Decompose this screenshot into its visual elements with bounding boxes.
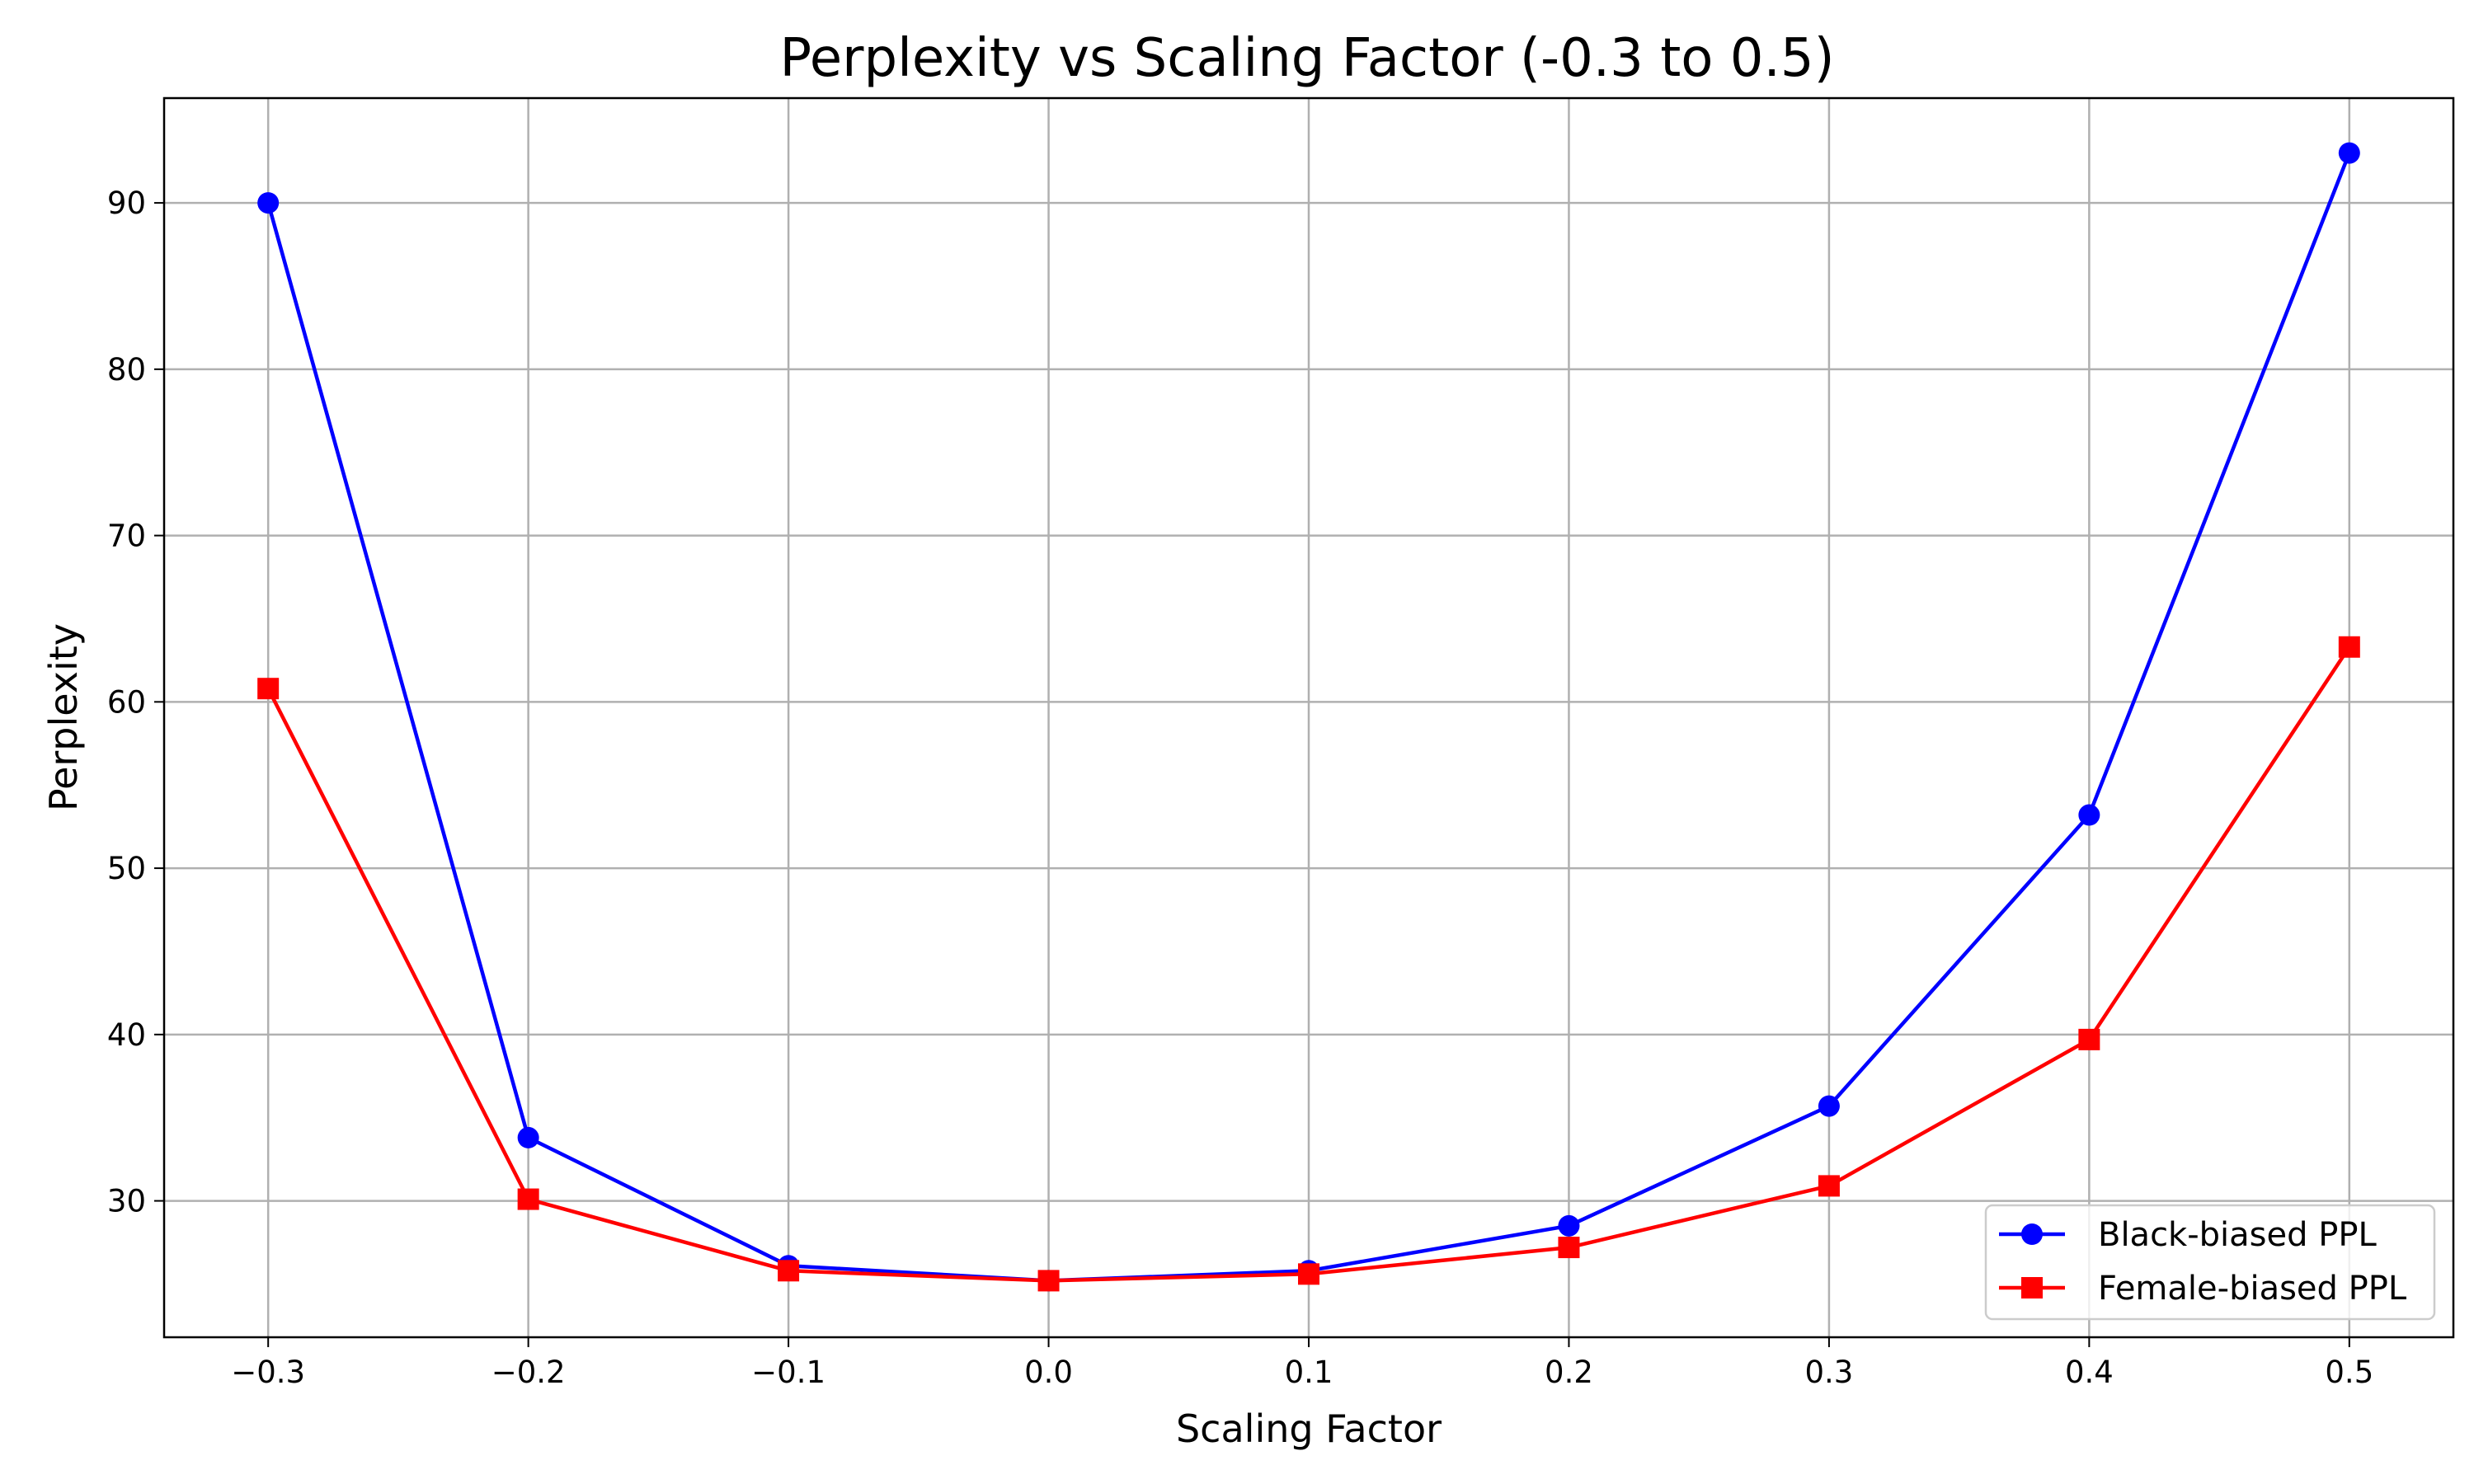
data-point-square (1037, 1270, 1060, 1292)
x-tick-label: 0.1 (1285, 1355, 1333, 1390)
data-point-circle (257, 192, 280, 214)
data-point-square (257, 678, 280, 700)
y-axis-label: Perplexity (41, 623, 86, 811)
x-tick-label: 0.3 (1804, 1355, 1853, 1390)
x-tick-label: −0.1 (751, 1355, 825, 1390)
grid (164, 98, 2453, 1337)
data-point-square (1558, 1237, 1580, 1259)
data-point-circle (2338, 142, 2360, 164)
data-point-square (517, 1188, 539, 1210)
series-layer (257, 142, 2360, 1292)
legend-label-female-biased: Female-biased PPL (2098, 1270, 2407, 1308)
legend-marker-black-biased (2021, 1223, 2043, 1245)
x-tick-label: −0.2 (492, 1355, 566, 1390)
data-point-circle (517, 1126, 539, 1148)
data-point-square (778, 1260, 800, 1282)
ticks: −0.3 −0.2 −0.1 0.0 0.1 0.2 0.3 0.4 0.5 30 40 50 60 70… (107, 186, 2373, 1390)
x-tick-label: 0.5 (2325, 1355, 2373, 1390)
x-axis-label: Scaling Factor (1176, 1407, 1442, 1451)
chart-title: Perplexity vs Scaling Factor (-0.3 to 0.… (779, 28, 1834, 89)
y-tick-label: 60 (107, 684, 146, 720)
x-tick-label: 0.2 (1545, 1355, 1593, 1390)
y-tick-label: 70 (107, 519, 146, 554)
legend-box (1984, 1204, 2436, 1321)
data-point-square (2338, 636, 2360, 658)
data-point-square (1298, 1263, 1319, 1285)
x-tick-label: −0.3 (231, 1355, 305, 1390)
data-point-square (1818, 1175, 1840, 1197)
y-tick-label: 90 (107, 186, 146, 221)
legend: Black-biased PPL Female-biased PPL (1984, 1204, 2436, 1321)
x-tick-label: 0.0 (1024, 1355, 1073, 1390)
data-point-circle (2078, 804, 2100, 826)
y-tick-label: 40 (107, 1017, 146, 1053)
y-tick-label: 30 (107, 1184, 146, 1219)
data-point-circle (1818, 1095, 1840, 1117)
data-point-square (2078, 1028, 2100, 1050)
y-tick-label: 80 (107, 352, 146, 387)
y-tick-label: 50 (107, 851, 146, 886)
data-point-circle (1558, 1214, 1580, 1237)
x-tick-label: 0.4 (2065, 1355, 2114, 1390)
legend-label-black-biased: Black-biased PPL (2098, 1216, 2377, 1254)
legend-marker-female-biased (2021, 1277, 2043, 1298)
